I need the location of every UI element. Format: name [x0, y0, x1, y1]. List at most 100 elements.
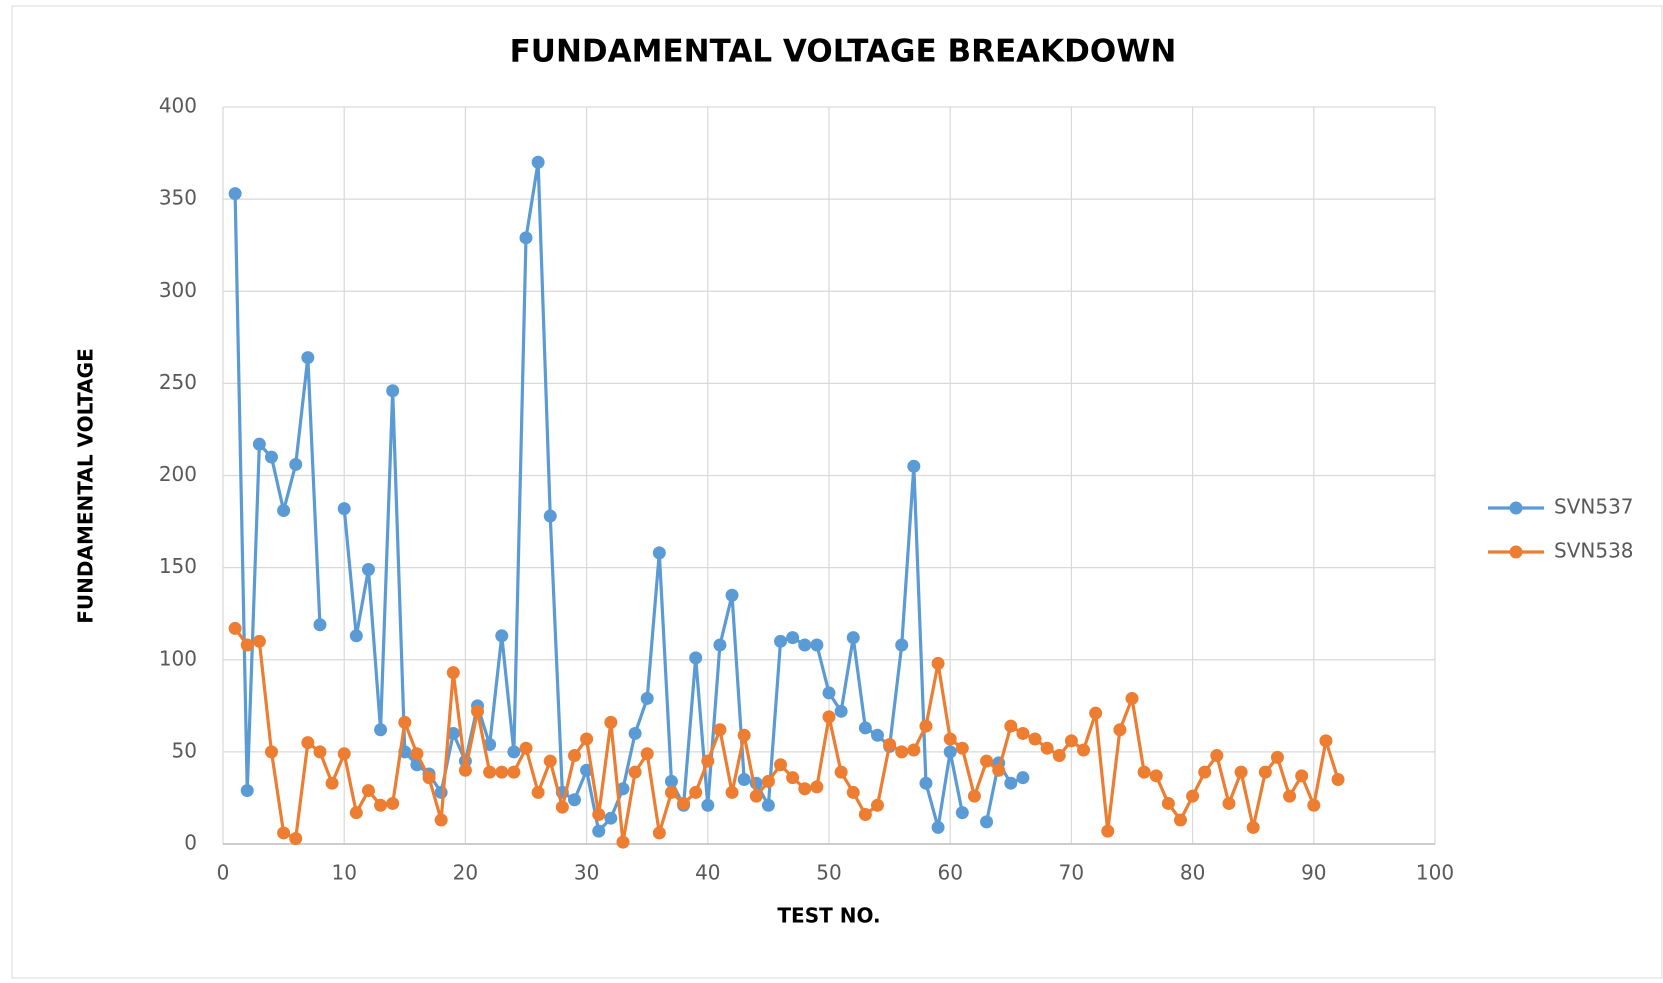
data-point — [1222, 796, 1236, 810]
data-point — [725, 785, 739, 799]
chart-area — [11, 5, 1663, 979]
data-point — [713, 638, 727, 652]
data-point — [592, 808, 606, 822]
data-point — [1234, 765, 1248, 779]
data-point — [895, 745, 909, 759]
data-point — [289, 457, 303, 471]
data-point — [846, 785, 860, 799]
y-tick-label: 250 — [159, 370, 197, 394]
data-point — [228, 187, 242, 201]
x-tick-label: 0 — [217, 861, 230, 885]
data-point — [1210, 749, 1224, 763]
legend-label: SVN537 — [1554, 495, 1634, 519]
data-point — [471, 704, 485, 718]
data-point — [652, 546, 666, 560]
data-point — [967, 789, 981, 803]
data-point — [1113, 723, 1127, 737]
data-point — [410, 747, 424, 761]
data-point — [507, 745, 521, 759]
x-tick-label: 10 — [331, 861, 356, 885]
data-point — [580, 732, 594, 746]
data-point — [628, 765, 642, 779]
data-point — [1161, 796, 1175, 810]
x-tick-label: 30 — [574, 861, 599, 885]
data-point — [386, 796, 400, 810]
y-tick-label: 100 — [159, 646, 197, 670]
data-point — [798, 638, 812, 652]
data-point — [822, 686, 836, 700]
data-point — [737, 773, 751, 787]
y-axis-title: FUNDAMENTAL VOLTAGE — [74, 348, 98, 624]
data-point — [531, 785, 545, 799]
data-point — [543, 509, 557, 523]
data-point — [616, 782, 630, 796]
data-point — [264, 450, 278, 464]
data-point — [567, 749, 581, 763]
data-point — [664, 785, 678, 799]
data-point — [1028, 732, 1042, 746]
data-point — [1186, 789, 1200, 803]
data-point — [689, 651, 703, 665]
y-tick-label: 150 — [159, 554, 197, 578]
data-point — [883, 738, 897, 752]
data-point — [277, 504, 291, 518]
data-point — [592, 824, 606, 838]
data-point — [1125, 691, 1139, 705]
y-tick-label: 50 — [172, 738, 197, 762]
data-point — [677, 796, 691, 810]
data-point — [1246, 820, 1260, 834]
data-point — [289, 831, 303, 845]
data-point — [822, 710, 836, 724]
data-point — [761, 798, 775, 812]
data-point — [834, 765, 848, 779]
data-point — [640, 747, 654, 761]
data-point — [992, 763, 1006, 777]
data-point — [834, 704, 848, 718]
data-point — [555, 800, 569, 814]
data-point — [980, 815, 994, 829]
data-point — [1004, 776, 1018, 790]
data-point — [604, 811, 618, 825]
data-point — [907, 743, 921, 757]
data-point — [1295, 769, 1309, 783]
data-point — [1331, 773, 1345, 787]
data-point — [374, 798, 388, 812]
data-point — [907, 459, 921, 473]
data-point — [1173, 813, 1187, 827]
data-point — [1319, 734, 1333, 748]
data-point — [252, 634, 266, 648]
data-point — [495, 765, 509, 779]
data-point — [398, 715, 412, 729]
data-point — [604, 715, 618, 729]
data-point — [495, 629, 509, 643]
data-point — [1101, 824, 1115, 838]
y-tick-label: 350 — [159, 186, 197, 210]
data-point — [264, 745, 278, 759]
data-point — [628, 726, 642, 740]
data-point — [931, 820, 945, 834]
data-point — [1040, 741, 1054, 755]
data-point — [1004, 719, 1018, 733]
x-tick-label: 20 — [453, 861, 478, 885]
data-point — [483, 765, 497, 779]
data-point — [1307, 798, 1321, 812]
data-point — [640, 691, 654, 705]
data-point — [858, 808, 872, 822]
data-point — [519, 231, 533, 245]
data-point — [543, 754, 557, 768]
data-point — [919, 776, 933, 790]
data-point — [943, 745, 957, 759]
data-point — [337, 747, 351, 761]
data-point — [774, 758, 788, 772]
data-point — [701, 754, 715, 768]
data-point — [361, 562, 375, 576]
data-point — [1283, 789, 1297, 803]
data-point — [519, 741, 533, 755]
data-point — [228, 621, 242, 635]
x-tick-label: 70 — [1059, 861, 1084, 885]
data-point — [567, 793, 581, 807]
data-point — [761, 774, 775, 788]
data-point — [1064, 734, 1078, 748]
data-point — [725, 588, 739, 602]
